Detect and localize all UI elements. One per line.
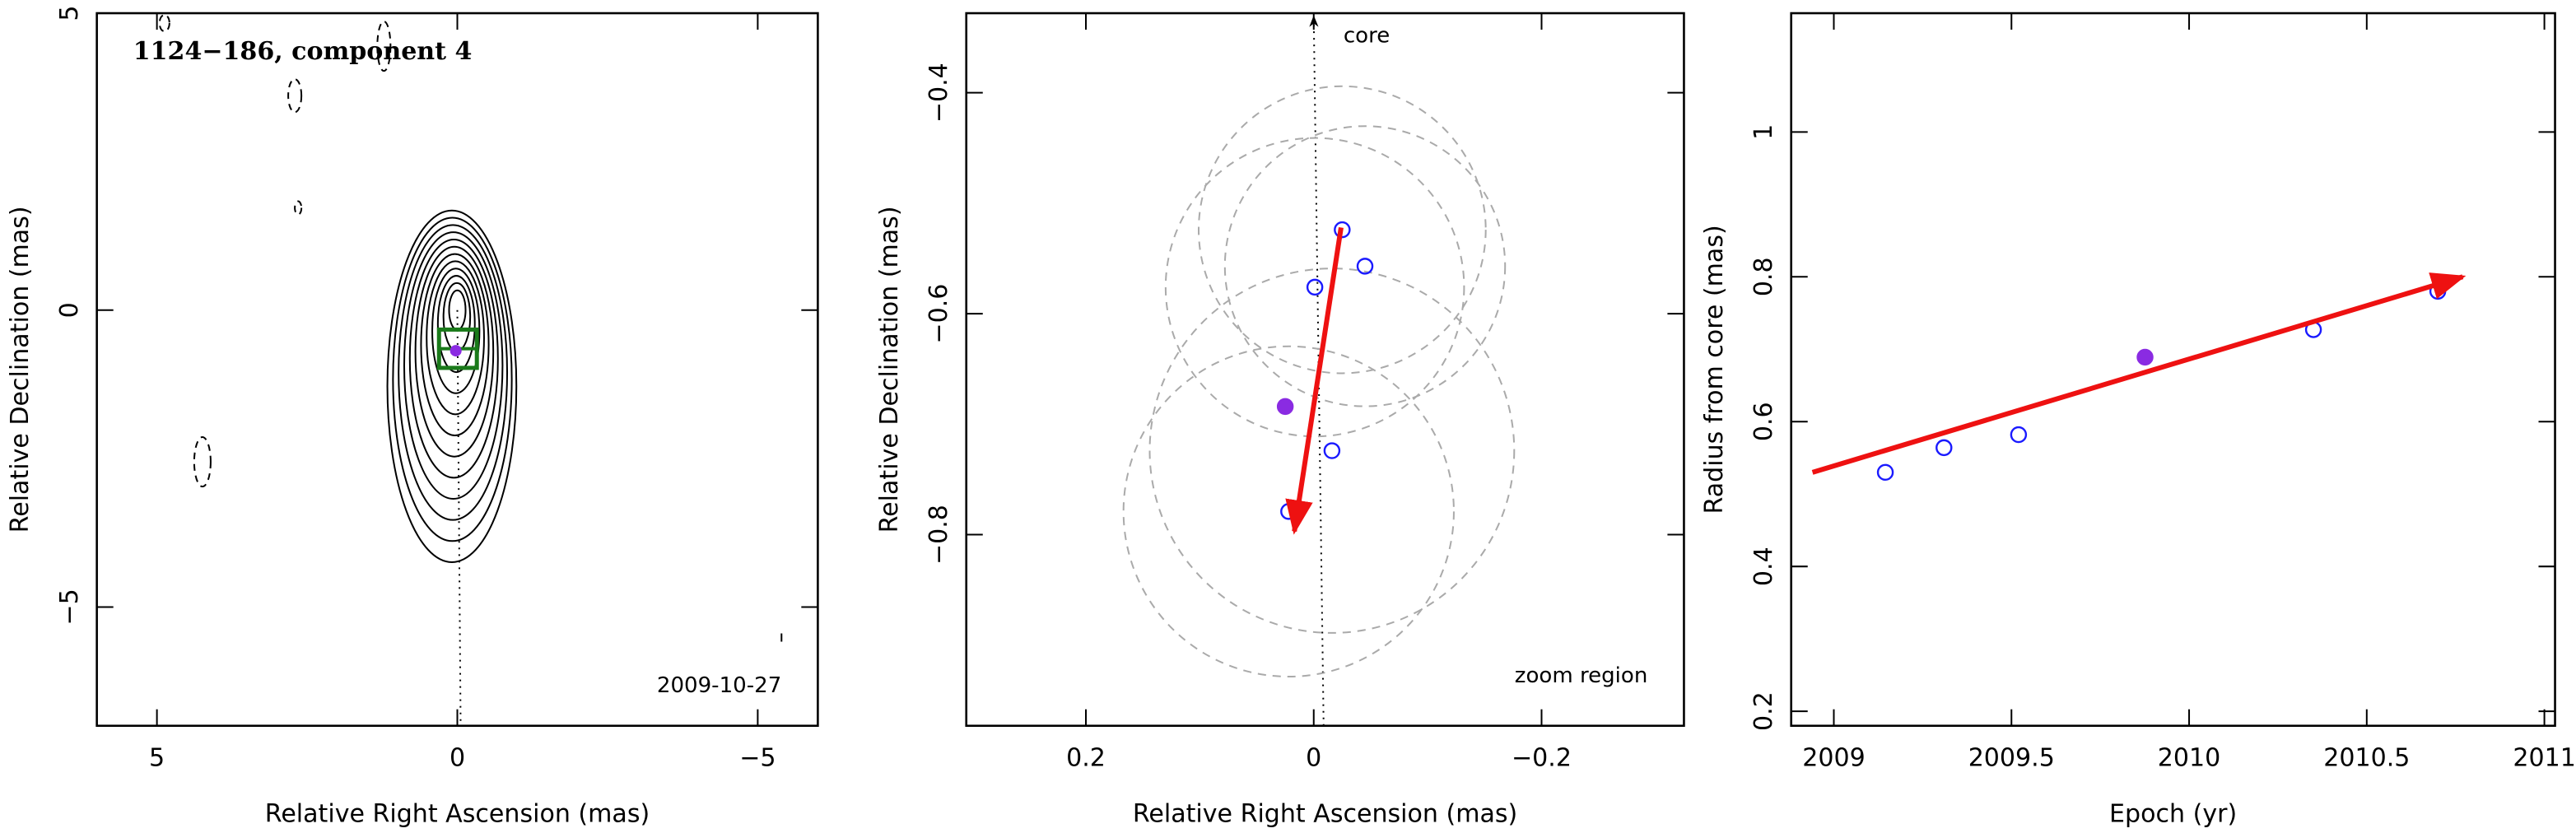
x-tick-label: −5 xyxy=(739,743,776,772)
data-point xyxy=(1323,442,1341,459)
y-axis-label: Relative Declination (mas) xyxy=(6,206,35,533)
data-point xyxy=(1334,221,1351,239)
y-axis-label: Radius from core (mas) xyxy=(1700,225,1729,514)
error-circle xyxy=(1223,125,1507,407)
contour xyxy=(403,231,504,500)
negative-contour xyxy=(294,200,303,216)
y-tick-label: −5 xyxy=(55,589,84,625)
x-tick-label: 2010.5 xyxy=(2323,743,2410,772)
x-tick-label: 0 xyxy=(1306,743,1321,772)
negative-contour xyxy=(193,436,212,488)
y-tick-label: 5 xyxy=(55,5,84,21)
data-point xyxy=(2136,348,2154,366)
fit-arrow xyxy=(1285,226,1344,535)
x-tick-label: 5 xyxy=(149,743,165,772)
negative-contour xyxy=(158,14,170,33)
y-tick-label: 0 xyxy=(55,302,84,318)
data-point xyxy=(1280,503,1297,520)
x-axis-label: Epoch (yr) xyxy=(2109,799,2237,828)
x-axis-label: Relative Right Ascension (mas) xyxy=(1133,799,1517,828)
contour xyxy=(386,209,518,563)
contour xyxy=(408,238,499,479)
negative-contour xyxy=(287,78,303,114)
y-tick-label: 0.6 xyxy=(1749,402,1778,441)
x-tick-label: 2011 xyxy=(2513,743,2575,772)
panel-title: 1124−186, component 4 xyxy=(133,37,473,66)
y-tick-label: 1 xyxy=(1749,124,1778,140)
plot-frame xyxy=(1790,12,2556,728)
negative-contour xyxy=(376,21,392,72)
plot-frame xyxy=(965,12,1685,728)
error-circle xyxy=(1164,137,1465,438)
error-circle xyxy=(1122,345,1455,677)
data-point xyxy=(1935,439,1953,457)
contour xyxy=(420,253,490,437)
x-tick-label: 2009.5 xyxy=(1968,743,2055,772)
y-tick-label: −0.4 xyxy=(925,63,953,123)
epoch-label: 2009-10-27 xyxy=(657,673,781,698)
x-tick-label: 0 xyxy=(450,743,465,772)
contour xyxy=(414,245,495,458)
error-circle xyxy=(1148,268,1516,634)
data-point xyxy=(2010,426,2028,444)
y-tick-label: −0.8 xyxy=(925,505,953,565)
x-tick-label: 2010 xyxy=(2158,743,2220,772)
zoom-label: zoom region xyxy=(1515,663,1648,688)
fit-arrow xyxy=(1811,272,2467,475)
component-marker xyxy=(450,345,462,357)
core-label: core xyxy=(1344,24,1390,49)
contour xyxy=(398,224,509,521)
y-axis-label: Relative Declination (mas) xyxy=(875,206,904,533)
y-tick-label: 0.4 xyxy=(1749,547,1778,586)
y-tick-label: 0.8 xyxy=(1749,257,1778,296)
data-point xyxy=(1876,463,1894,482)
x-tick-label: 2009 xyxy=(1802,743,1865,772)
error-circle xyxy=(1197,85,1487,375)
contour xyxy=(431,268,481,394)
data-point xyxy=(1306,278,1324,296)
contour xyxy=(392,216,513,542)
contour xyxy=(436,275,476,374)
x-axis-label: Relative Right Ascension (mas) xyxy=(265,799,650,828)
y-tick-label: −0.6 xyxy=(925,284,953,344)
x-tick-label: −0.2 xyxy=(1512,743,1572,772)
y-tick-label: 0.2 xyxy=(1749,691,1778,731)
data-point xyxy=(1356,258,1374,275)
x-tick-label: 0.2 xyxy=(1066,743,1106,772)
data-point xyxy=(1276,398,1294,416)
contour xyxy=(426,260,485,416)
